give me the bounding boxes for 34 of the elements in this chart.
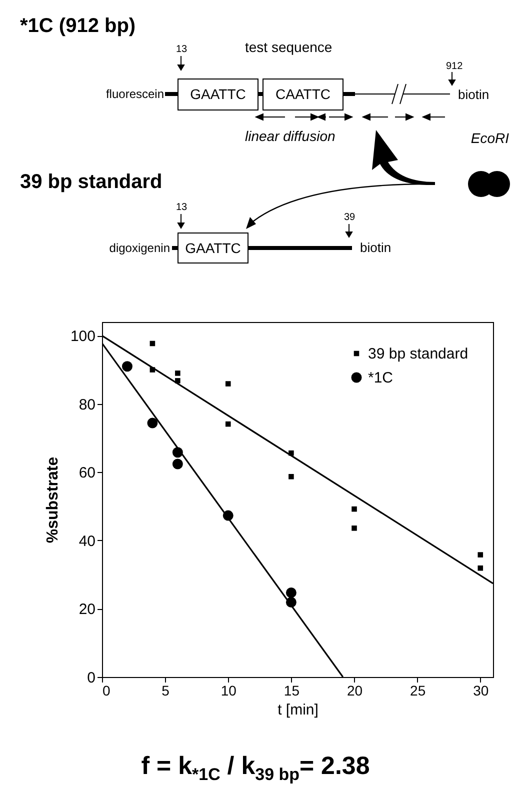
text: f = k$_{*1C}$ / k$_{39 bp}$= 2.38 <box>140 752 371 785</box>
text: fluorescein <box>106 87 164 101</box>
y-tick-label: 0 <box>87 670 96 686</box>
text: GAATTC <box>185 240 241 256</box>
x-tick-label: 0 <box>102 682 110 698</box>
x-tick-label: 5 <box>162 682 170 698</box>
x-axis-title: t [min] <box>278 702 318 718</box>
x-tick-label: 15 <box>284 682 300 698</box>
text: biotin <box>458 87 490 102</box>
text: 39 <box>344 212 356 223</box>
text: *1C (912 bp) <box>20 15 136 37</box>
y-tick-label: 80 <box>78 396 96 414</box>
text: digoxigenin <box>109 241 170 255</box>
text: 912 <box>446 61 464 72</box>
legend-label: 39 bp standard <box>368 346 468 362</box>
x-tick-label: 20 <box>346 682 363 698</box>
x-tick-label: 25 <box>410 682 426 698</box>
text: EcoRI <box>470 130 510 146</box>
y-axis-title: %substrate <box>44 456 62 544</box>
y-tick-label: 40 <box>78 532 96 550</box>
text: 13 <box>176 202 188 213</box>
text: linear diffusion <box>245 128 336 144</box>
y-tick-label: 60 <box>78 464 96 482</box>
y-tick-label: 20 <box>78 601 96 618</box>
text: 39 bp standard <box>20 171 162 193</box>
text: GAATTC <box>190 86 246 102</box>
legend-label: *1C <box>368 370 394 386</box>
x-tick-label: 10 <box>220 682 237 698</box>
text: test sequence <box>245 39 332 55</box>
text: CAATTC <box>276 86 330 102</box>
text: biotin <box>360 240 392 255</box>
y-tick-label: 100 <box>70 328 96 346</box>
x-tick-label: 30 <box>473 682 489 698</box>
text: 13 <box>176 44 188 55</box>
